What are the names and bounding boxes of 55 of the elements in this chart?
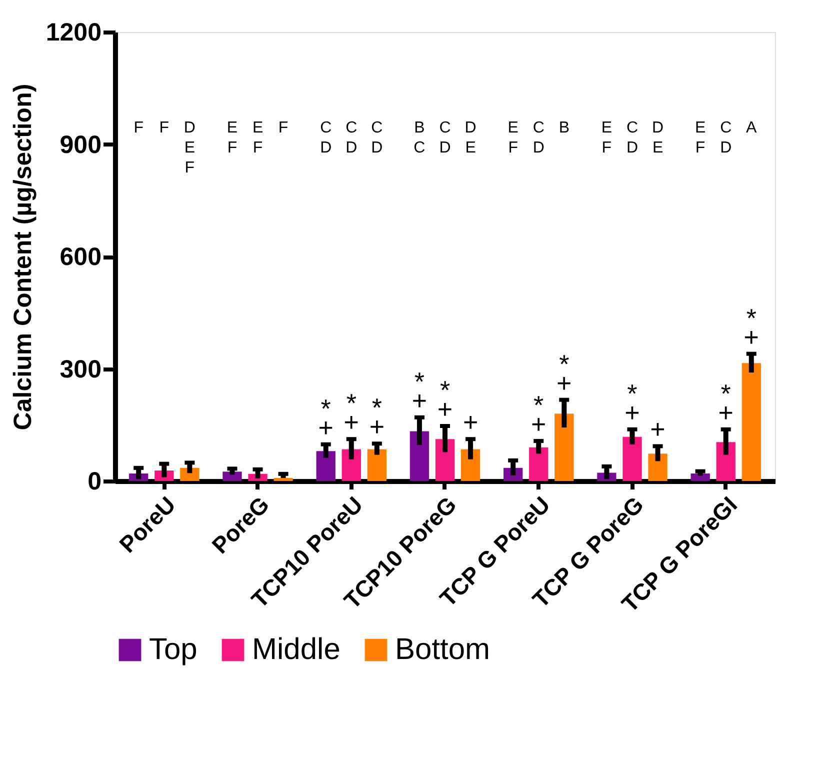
- annotation: E F: [508, 119, 518, 156]
- bar: [529, 447, 548, 481]
- data-label: +: [462, 407, 478, 438]
- text: * +: [531, 390, 546, 439]
- bar: [460, 449, 480, 481]
- annotation: E F: [601, 119, 612, 156]
- bar: [622, 436, 642, 481]
- annotation: A: [746, 119, 758, 136]
- y-tick-label: 300: [60, 355, 102, 384]
- annotation: B C: [414, 119, 426, 156]
- bar: [554, 414, 574, 481]
- legend-label: Top: [149, 633, 198, 666]
- annotation: C D: [439, 119, 451, 156]
- legend-label: Bottom: [395, 633, 490, 666]
- annotation: F: [134, 119, 144, 136]
- annotation: C D: [346, 119, 358, 156]
- annotation: D E: [464, 119, 476, 156]
- y-axis-title: Calcium Content (µg/section): [8, 84, 37, 430]
- y-tick-label: 600: [60, 243, 102, 271]
- bar: [716, 442, 736, 481]
- bar: [410, 431, 430, 481]
- data-label: +: [650, 414, 666, 444]
- annotation: F: [278, 119, 288, 136]
- annotation: B: [558, 119, 570, 136]
- text: * +: [344, 388, 359, 438]
- bar: [274, 478, 293, 481]
- bar: [435, 439, 455, 481]
- text: * +: [718, 378, 734, 428]
- text: * +: [412, 366, 428, 416]
- bar: [342, 449, 361, 481]
- text: * +: [437, 374, 453, 424]
- annotation: C D: [532, 119, 544, 156]
- annotation: E F: [694, 119, 706, 156]
- text: * +: [556, 348, 572, 398]
- annotation: D E: [652, 119, 664, 156]
- y-tick-label: 900: [60, 130, 102, 159]
- annotation: F: [159, 119, 170, 136]
- annotation: C D: [626, 119, 638, 156]
- bar: [648, 454, 668, 481]
- text: * +: [624, 378, 640, 428]
- text: * +: [744, 302, 759, 352]
- annotation: D E F: [184, 119, 196, 176]
- annotation: C D: [320, 119, 332, 156]
- annotation: C D: [720, 119, 732, 156]
- annotation: E F: [252, 119, 264, 156]
- bar: [742, 363, 761, 481]
- y-tick-label: 1200: [46, 18, 102, 46]
- text: * +: [318, 393, 334, 442]
- bar: [316, 451, 336, 481]
- bar: [367, 449, 386, 481]
- text: * +: [369, 392, 385, 442]
- legend-label: Middle: [252, 633, 340, 666]
- annotation: E F: [226, 119, 238, 156]
- annotation: C D: [371, 119, 383, 156]
- y-tick-label: 0: [88, 468, 102, 496]
